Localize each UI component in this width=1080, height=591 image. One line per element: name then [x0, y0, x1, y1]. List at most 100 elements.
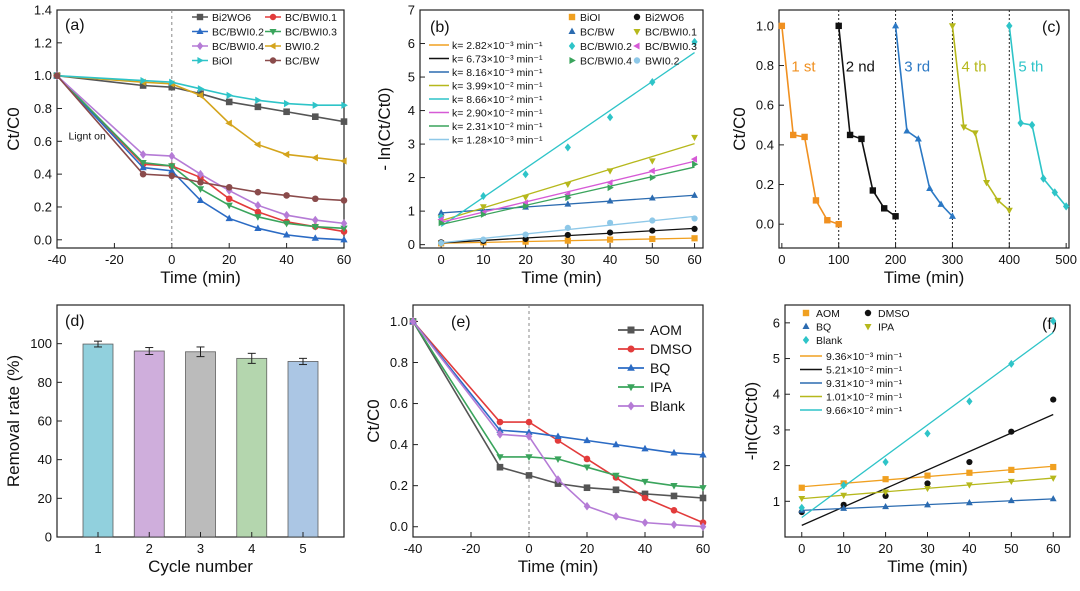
legend-label: IPA [878, 321, 894, 333]
data-point [1005, 207, 1013, 215]
data-point [564, 181, 572, 189]
data-point [554, 475, 562, 484]
legend-marker [627, 326, 635, 334]
data-point [554, 456, 562, 463]
y-tick-label: 1.2 [34, 35, 52, 50]
annotation-light-on: Lignt on [68, 131, 106, 143]
legend-label: BC/BWI0.3 [285, 26, 337, 38]
data-point [437, 216, 444, 223]
y-tick-label: 0.4 [34, 167, 52, 182]
legend-fit-label: k= 2.82×10⁻³ min⁻¹ [452, 40, 543, 52]
x-tick-label: 40 [962, 541, 976, 556]
x-tick-label: 10 [476, 252, 490, 267]
legend-marker [627, 363, 635, 371]
legend-marker [269, 42, 276, 50]
x-tick-label: 20 [518, 252, 532, 267]
data-point [139, 82, 147, 89]
data-point [340, 219, 348, 228]
panel-2: 0 100 200 300 400 500 0.0 0.2 0.4 0.6 0.8 1.0 (c) 1 s… [730, 9, 1077, 287]
data-point [496, 418, 504, 426]
y-axis-label: Ct/C0 [364, 399, 383, 442]
y-tick-label: 0.0 [34, 232, 52, 247]
y-tick-label: 0.0 [390, 519, 408, 534]
panel-label: (d) [65, 313, 85, 330]
y-tick-label: 1 [773, 494, 780, 509]
legend-marker [627, 401, 635, 411]
y-tick-label: 100 [30, 336, 52, 351]
legend-fit-label: 9.31×10⁻³ min⁻¹ [826, 378, 903, 390]
y-tick-label: 0.4 [390, 437, 408, 452]
series-line [56, 75, 345, 230]
legend-marker [802, 309, 810, 317]
data-point [1008, 466, 1015, 473]
data-point [612, 472, 620, 480]
panel-3: 0 20 40 60 80 100 1 2 3 4 5 (d) Cycle number Removal … [4, 304, 345, 576]
data-point [196, 91, 204, 99]
x-tick-label: 60 [687, 252, 701, 267]
x-tick-label: 0 [778, 252, 785, 267]
x-tick-label: 60 [696, 541, 710, 556]
data-point [340, 225, 348, 233]
data-point [641, 490, 649, 498]
legend-fit-label: k= 2.31×10⁻² min⁻¹ [452, 121, 543, 133]
data-point [253, 140, 261, 149]
data-point [983, 179, 991, 187]
legend-fit-label: k= 2.90×10⁻² min⁻¹ [452, 107, 543, 119]
x-tick-label: 20 [878, 541, 892, 556]
data-point [340, 235, 348, 243]
y-tick-label: 1.0 [756, 18, 774, 33]
x-tick-label: 5 [299, 541, 306, 556]
data-point [612, 440, 620, 448]
data-point [1050, 396, 1057, 403]
legend-fit-label: k= 8.16×10⁻³ min⁻¹ [452, 67, 543, 79]
y-axis-label: - ln(Ct/Ct0) [375, 87, 394, 170]
data-point [139, 160, 147, 167]
data-point [869, 187, 877, 194]
legend-label: DMSO [650, 341, 692, 357]
data-point [606, 219, 614, 226]
y-tick-label: 0 [408, 237, 415, 252]
data-point [496, 463, 504, 471]
legend-label: AOM [816, 308, 840, 320]
data-point [1006, 21, 1013, 31]
x-tick-label: 60 [337, 252, 351, 267]
x-tick-label: 40 [638, 541, 652, 556]
cycle-label: 4 th [962, 58, 987, 75]
data-point [691, 37, 698, 46]
panel-label: (f) [1042, 316, 1057, 333]
cycle-label: 3 rd [904, 58, 930, 75]
y-tick-label: 1.0 [34, 68, 52, 83]
data-point [340, 157, 347, 165]
y-tick-label: 20 [38, 491, 52, 506]
data-point [140, 76, 148, 85]
panel-5: 0 10 20 30 40 50 60 1 2 3 4 5 6 (f) AOM DMSO BQ IPA Blank 9… [742, 304, 1071, 576]
x-tick-label: -20 [462, 541, 481, 556]
data-point [937, 200, 945, 207]
legend-label: AOM [650, 322, 682, 338]
data-point [139, 163, 147, 171]
data-point [670, 520, 678, 529]
data-point [798, 484, 805, 491]
data-point [564, 231, 571, 239]
legend-label: Blank [816, 335, 843, 347]
legend-marker [627, 345, 635, 353]
x-tick-label: 40 [603, 252, 617, 267]
legend-marker [802, 335, 810, 345]
legend-marker [864, 323, 872, 331]
data-point [139, 150, 147, 159]
panel-0: -40 -20 0 20 40 60 0.0 0.2 0.4 0.6 0.8 1.0 1.2 1.4 Lig… [4, 3, 351, 288]
legend-marker [633, 42, 640, 50]
cycle-label: 5 th [1018, 58, 1043, 75]
data-point [649, 174, 657, 182]
data-point [606, 229, 614, 236]
data-point [196, 196, 205, 204]
data-point [994, 197, 1002, 205]
data-point [283, 108, 290, 116]
data-point [1007, 478, 1015, 486]
panel-label: (a) [65, 17, 85, 34]
legend-marker [269, 13, 277, 21]
data-point [801, 133, 808, 141]
x-tick-label: 0 [798, 541, 805, 556]
legend-marker [196, 27, 204, 35]
data-point [409, 317, 417, 326]
